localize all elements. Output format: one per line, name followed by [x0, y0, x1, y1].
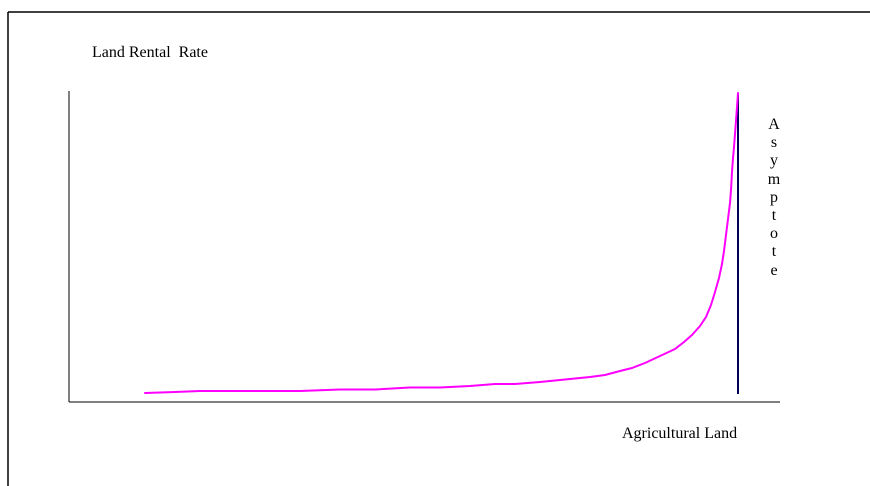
asymptote-label-letter: m [767, 170, 781, 188]
asymptote-label-letter: A [768, 116, 780, 133]
asymptote-label-letter: y [770, 152, 778, 170]
asymptote-label-letter: o [770, 225, 778, 243]
asymptote-label-letter: s [770, 134, 778, 152]
asymptote-label-letter: p [770, 188, 778, 206]
asymptote-label-letter: t [771, 206, 777, 224]
asymptote-label-letter: t [771, 243, 777, 261]
y-axis-label: Land Rental Rate [92, 44, 208, 61]
rental-rate-curve [144, 92, 739, 394]
asymptote-label-letter: e [770, 261, 778, 279]
x-axis-label: Agricultural Land [622, 425, 738, 442]
